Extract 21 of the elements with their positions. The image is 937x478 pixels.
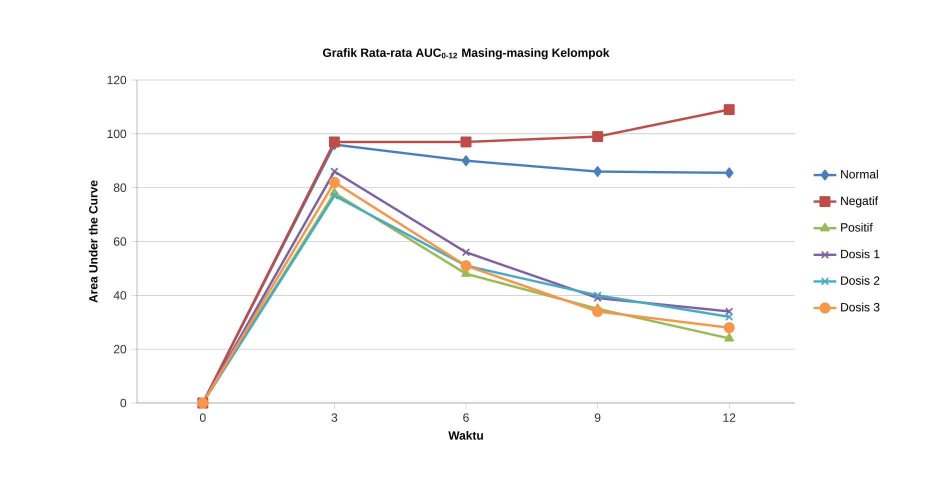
y-tick-label: 40 bbox=[114, 291, 126, 300]
legend-label: Normal bbox=[841, 170, 878, 178]
y-tick-label: 0 bbox=[120, 398, 126, 408]
x-tick-label: 12 bbox=[723, 413, 736, 422]
x-tick-label: 0 bbox=[200, 413, 206, 422]
x-axis-title: Waktu bbox=[448, 430, 483, 440]
chart-title: Grafik Rata-rata AUC$_{0-12}$ Masing-masing Kelompok bbox=[323, 48, 610, 60]
y-tick-label: 120 bbox=[108, 76, 126, 84]
y-tick-label: 80 bbox=[114, 183, 126, 192]
legend-label: Negatif bbox=[841, 196, 878, 208]
x-tick-label: 6 bbox=[463, 413, 469, 422]
x-tick-label: 9 bbox=[594, 413, 600, 422]
legend-label: Dosis 3 bbox=[841, 302, 880, 312]
legend-label: Positif bbox=[841, 222, 873, 232]
legend-label: Dosis 1 bbox=[841, 249, 880, 258]
x-tick-label: 3 bbox=[332, 413, 338, 422]
legend-label: Dosis 2 bbox=[841, 276, 880, 285]
y-tick-label: 20 bbox=[114, 344, 126, 354]
y-tick-label: 60 bbox=[114, 237, 126, 246]
y-tick-label: 100 bbox=[108, 130, 126, 138]
y-axis-title: Area Under the Curve bbox=[88, 180, 98, 303]
